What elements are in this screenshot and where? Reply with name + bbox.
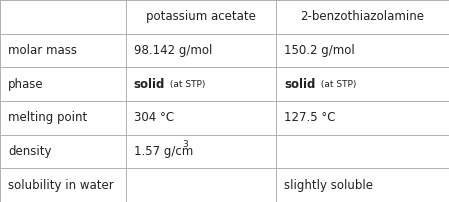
Text: phase: phase xyxy=(8,78,44,91)
Text: solid: solid xyxy=(284,78,316,91)
Text: 98.142 g/mol: 98.142 g/mol xyxy=(134,44,212,57)
Text: solubility in water: solubility in water xyxy=(8,179,114,192)
Text: 1.57 g/cm: 1.57 g/cm xyxy=(134,145,193,158)
Text: 127.5 °C: 127.5 °C xyxy=(284,111,336,124)
Text: (at STP): (at STP) xyxy=(318,80,356,89)
Text: slightly soluble: slightly soluble xyxy=(284,179,373,192)
Text: 3: 3 xyxy=(182,140,188,149)
Text: molar mass: molar mass xyxy=(8,44,77,57)
Text: solid: solid xyxy=(134,78,165,91)
Text: melting point: melting point xyxy=(8,111,88,124)
Text: (at STP): (at STP) xyxy=(167,80,206,89)
Text: potassium acetate: potassium acetate xyxy=(146,10,256,23)
Text: 2-benzothiazolamine: 2-benzothiazolamine xyxy=(300,10,425,23)
Text: density: density xyxy=(8,145,52,158)
Text: 304 °C: 304 °C xyxy=(134,111,174,124)
Text: 150.2 g/mol: 150.2 g/mol xyxy=(284,44,355,57)
